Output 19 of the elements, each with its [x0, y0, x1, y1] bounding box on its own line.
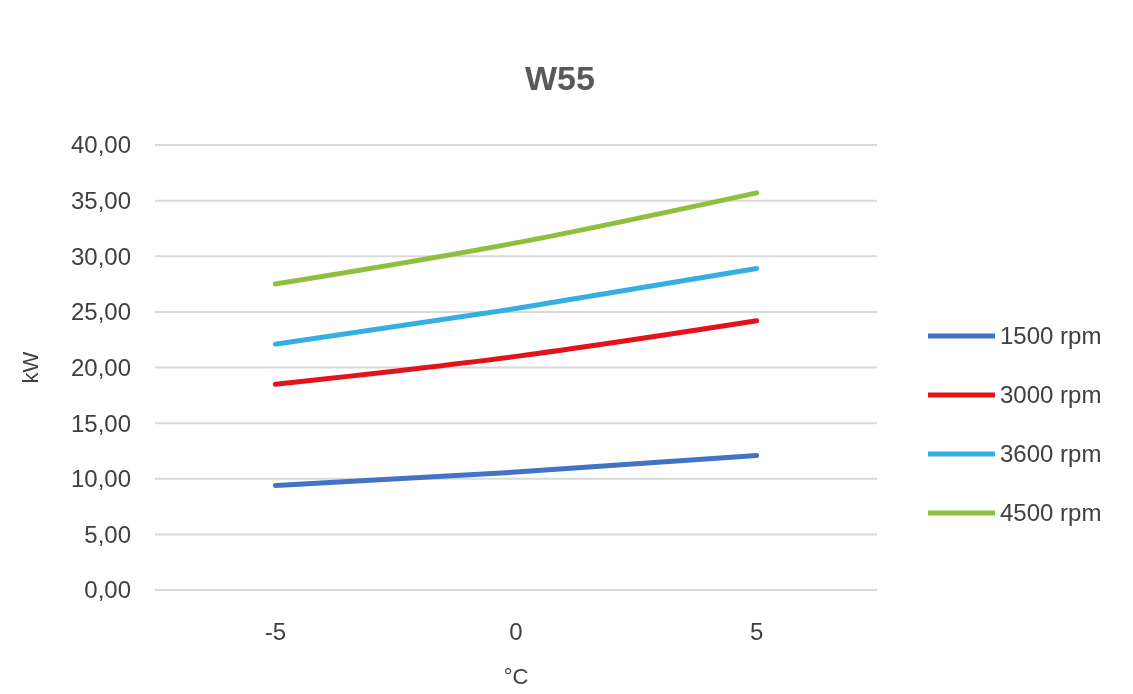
x-tick-label: 0	[509, 618, 523, 645]
x-axis-title: °C	[503, 664, 529, 689]
y-tick-label: 10,00	[70, 465, 131, 493]
x-tick-label: 5	[749, 618, 764, 645]
y-tick-label: 30,00	[70, 242, 131, 270]
legend-label: 1500 rpm	[1000, 322, 1102, 350]
y-tick-label: 25,00	[70, 298, 131, 326]
y-tick-label: 20,00	[70, 353, 131, 381]
x-tick-label: -5	[264, 618, 287, 645]
y-axis-title: kW	[18, 351, 43, 384]
chart-title: W55	[525, 59, 595, 97]
y-tick-label: 0,00	[84, 576, 131, 604]
y-tick-label: 35,00	[70, 187, 131, 215]
y-tick-label: 5,00	[84, 520, 131, 548]
legend-label: 4500 rpm	[1000, 499, 1102, 527]
y-tick-label: 15,00	[70, 409, 131, 437]
y-tick-label: 40,00	[70, 131, 131, 159]
legend-label: 3000 rpm	[1000, 381, 1102, 409]
legend-label: 3600 rpm	[1000, 440, 1102, 468]
